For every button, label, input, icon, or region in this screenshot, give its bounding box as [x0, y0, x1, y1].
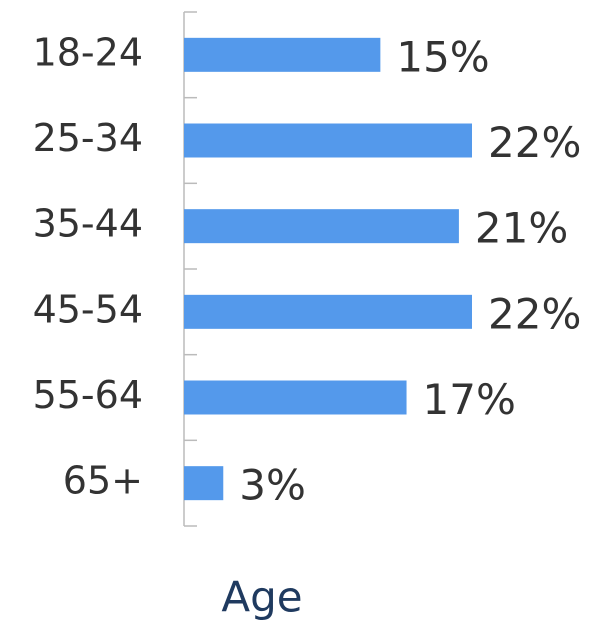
bar: [184, 209, 459, 244]
value-label: 17%: [423, 375, 516, 424]
bar: [184, 37, 381, 72]
value-label: 22%: [488, 118, 581, 167]
y-tick-label: 35-44: [33, 202, 143, 246]
y-tick-label: 18-24: [33, 30, 143, 74]
value-label: 21%: [475, 204, 568, 253]
y-tick-label: 55-64: [33, 373, 143, 417]
bar: [184, 123, 472, 158]
bar: [184, 380, 407, 415]
bar: [184, 294, 472, 329]
y-tick-label: 65+: [63, 459, 143, 503]
y-tick-label: 45-54: [33, 287, 143, 331]
value-label: 3%: [239, 461, 306, 510]
bar: [184, 466, 224, 501]
value-label: 22%: [488, 289, 581, 338]
y-tick-label: 25-34: [33, 116, 143, 160]
value-label: 15%: [396, 32, 489, 81]
axis-title: Age: [221, 573, 302, 622]
